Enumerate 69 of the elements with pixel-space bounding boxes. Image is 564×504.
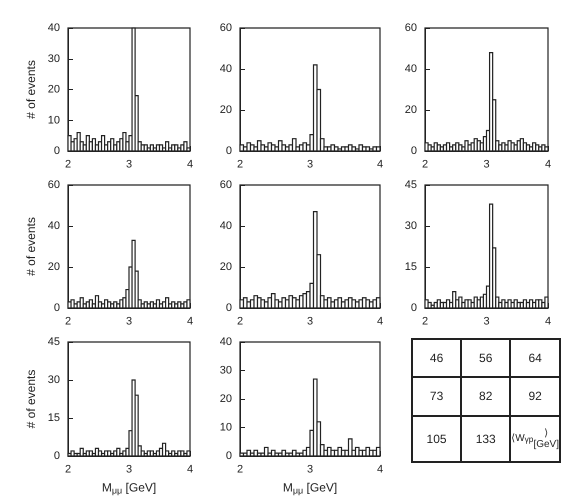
x-tick-label: 2: [236, 158, 244, 170]
x-tick-label: 4: [376, 316, 384, 328]
y-tick-label: 0: [54, 302, 60, 314]
y-tick-label: 20: [220, 261, 232, 273]
y-tick-label: 40: [404, 63, 417, 75]
y-tick-label: 0: [54, 145, 60, 157]
x-tick-label: 2: [422, 158, 428, 170]
text: 133: [461, 416, 510, 462]
y-tick-label: 0: [54, 450, 60, 462]
x-tick-label: 4: [544, 316, 552, 328]
y-tick-label: 0: [410, 302, 417, 314]
y-tick-label: 0: [226, 450, 232, 462]
x-tick-label: 2: [422, 316, 428, 328]
y-tick-label: 0: [410, 145, 417, 157]
y-axis-title: # of events: [24, 217, 38, 276]
y-tick-label: 30: [48, 374, 60, 386]
y-tick-label: 20: [220, 104, 232, 116]
x-tick-label: 4: [186, 464, 194, 476]
x-tick-label: 4: [376, 158, 384, 170]
y-tick-label: 10: [220, 422, 232, 434]
y-tick-label: 45: [404, 179, 417, 191]
y-tick-label: 60: [220, 22, 232, 34]
y-tick-label: 30: [404, 220, 417, 232]
y-tick-label: 15: [48, 412, 60, 424]
x-tick-label: 4: [544, 158, 552, 170]
y-tick-label: 30: [220, 364, 232, 376]
x-tick-label: 3: [306, 464, 314, 476]
y-tick-label: 20: [48, 261, 60, 273]
text: 64: [510, 339, 560, 378]
text: 46: [412, 339, 462, 378]
text: 82: [461, 377, 510, 416]
x-tick-label: 4: [376, 464, 384, 476]
y-tick-label: 40: [220, 220, 232, 232]
y-tick-label: 10: [48, 114, 60, 126]
x-tick-label: 4: [186, 158, 194, 170]
text: 105: [412, 416, 462, 462]
x-tick-label: 3: [126, 464, 132, 476]
x-tick-label: 2: [236, 316, 244, 328]
y-tick-label: 60: [220, 179, 232, 191]
y-tick-label: 0: [226, 302, 232, 314]
y-tick-label: 15: [404, 261, 417, 273]
x-tick-label: 2: [64, 316, 72, 328]
y-tick-label: 40: [48, 220, 60, 232]
text: 73: [412, 377, 462, 416]
x-tick-label: 2: [236, 464, 244, 476]
y-tick-label: 20: [220, 393, 232, 405]
x-tick-label: 2: [64, 158, 72, 170]
x-tick-label: 3: [306, 158, 314, 170]
x-tick-label: 3: [483, 158, 490, 170]
y-axis-title: # of events: [24, 60, 38, 119]
y-tick-label: 45: [48, 336, 60, 348]
y-tick-label: 40: [220, 63, 232, 75]
y-tick-label: 60: [48, 179, 60, 191]
y-tick-label: 30: [48, 52, 60, 65]
y-tick-label: 40: [220, 336, 232, 348]
x-tick-label: 3: [483, 316, 490, 328]
x-tick-label: 2: [64, 464, 72, 476]
x-tick-label: 3: [126, 316, 132, 328]
y-tick-label: 40: [48, 22, 60, 34]
y-tick-label: 60: [404, 22, 417, 34]
y-tick-label: 0: [226, 145, 232, 157]
y-axis-title: # of events: [24, 370, 38, 428]
text: 92: [510, 377, 560, 416]
y-tick-label: 20: [48, 84, 60, 96]
y-tick-label: 20: [404, 104, 417, 116]
x-tick-label: 3: [126, 158, 132, 170]
x-tick-label: 3: [306, 316, 314, 328]
x-tick-label: 4: [186, 316, 194, 328]
text: 56: [461, 339, 510, 378]
